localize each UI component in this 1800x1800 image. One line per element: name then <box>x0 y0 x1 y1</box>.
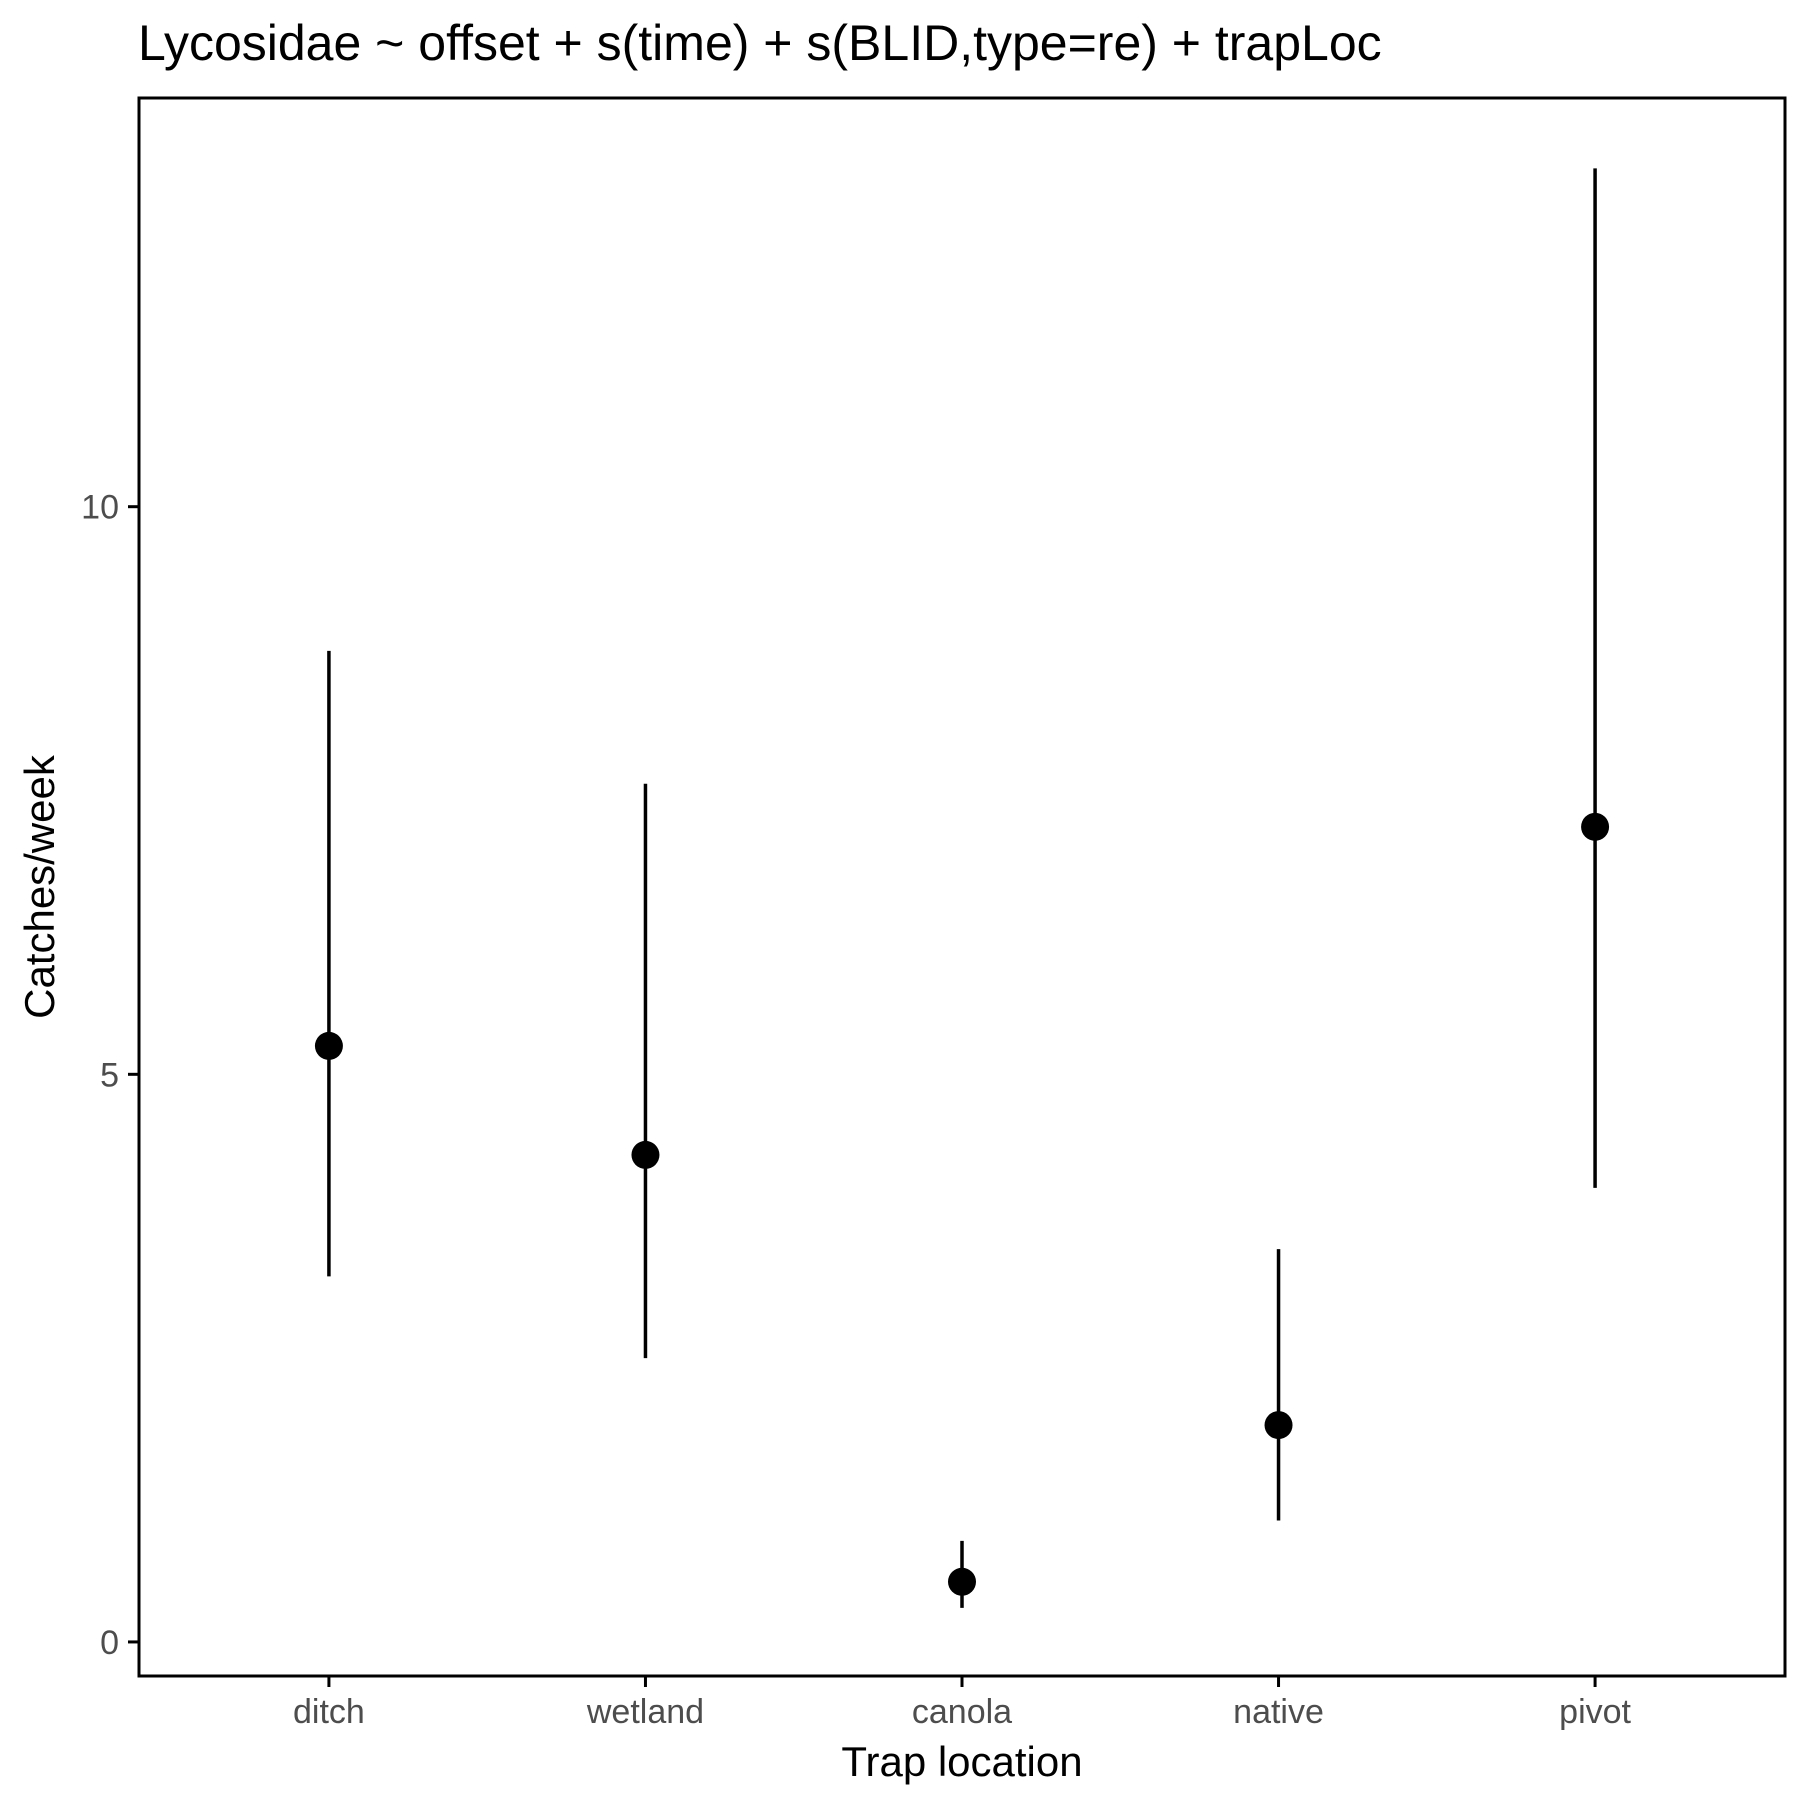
x-tick-label-canola: canola <box>912 1693 1012 1731</box>
x-tick-label-pivot: pivot <box>1559 1693 1631 1731</box>
y-tick-label: 10 <box>81 489 119 527</box>
y-axis: 0 5 10 <box>81 489 139 1662</box>
point-canola <box>948 1567 976 1596</box>
y-tick-label: 5 <box>100 1056 119 1094</box>
chart-title: Lycosidae ~ offset + s(time) + s(BLID,ty… <box>138 15 1382 71</box>
point-wetland <box>631 1140 660 1169</box>
y-axis-title: Catches/week <box>16 754 63 1019</box>
plot-marks <box>314 168 1610 1608</box>
x-axis: ditch wetland canola native pivot <box>293 1676 1632 1731</box>
x-tick-label-wetland: wetland <box>586 1693 704 1731</box>
x-axis-title: Trap location <box>841 1738 1082 1785</box>
point-pivot <box>1581 812 1610 841</box>
x-tick-label-ditch: ditch <box>293 1693 365 1731</box>
y-tick-label: 0 <box>100 1624 119 1662</box>
point-native <box>1264 1411 1293 1440</box>
point-ditch <box>314 1031 343 1060</box>
x-tick-label-native: native <box>1233 1693 1324 1731</box>
plot-panel-border <box>137 96 1787 1678</box>
